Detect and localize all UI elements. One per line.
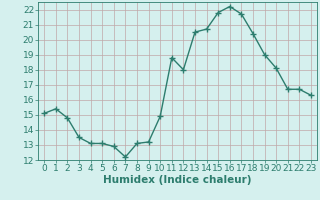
X-axis label: Humidex (Indice chaleur): Humidex (Indice chaleur) (103, 175, 252, 185)
